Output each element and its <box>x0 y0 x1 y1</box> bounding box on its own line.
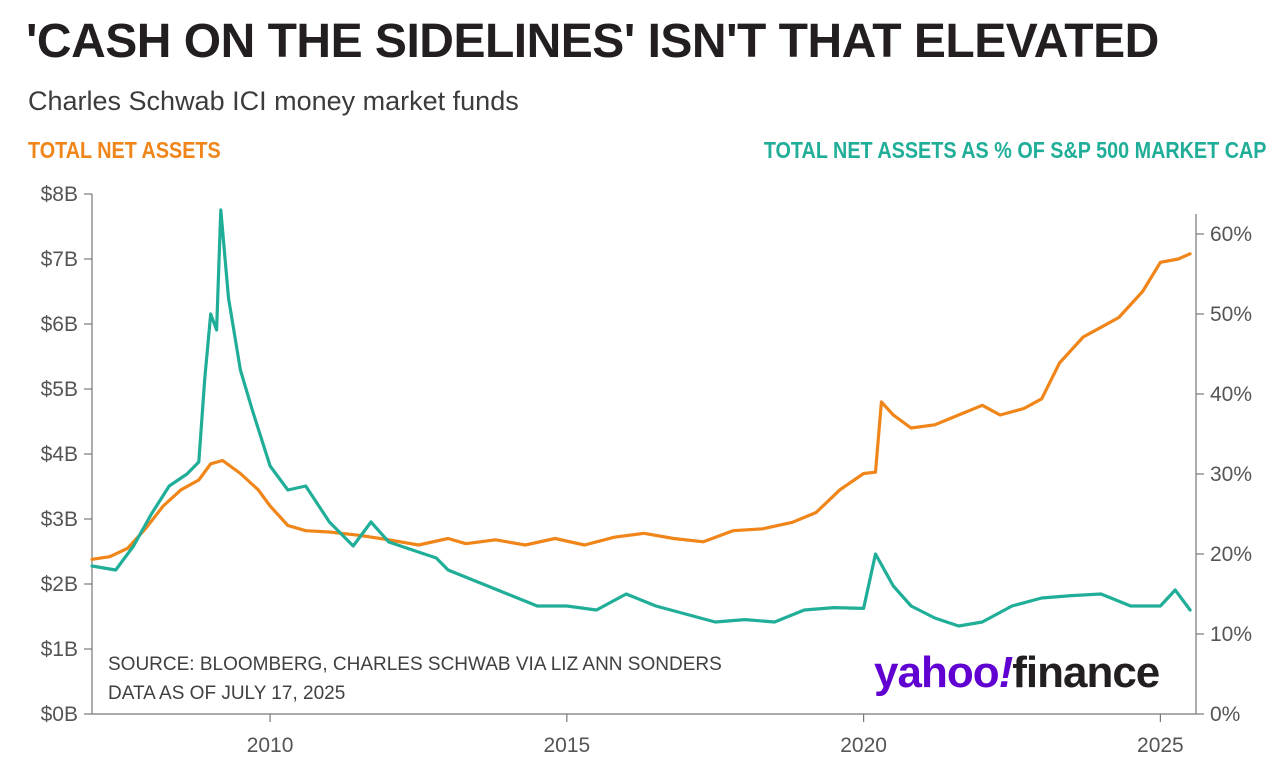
source-line-1: SOURCE: BLOOMBERG, CHARLES SCHWAB VIA LI… <box>108 654 722 675</box>
chart-title: 'CASH ON THE SIDELINES' ISN'T THAT ELEVA… <box>26 15 1159 68</box>
source-note: SOURCE: BLOOMBERG, CHARLES SCHWAB VIA LI… <box>108 650 722 708</box>
chart-subtitle: Charles Schwab ICI money market funds <box>28 86 519 116</box>
y-left-tick-label: $7B <box>41 248 78 271</box>
y-right-tick-label: 10% <box>1210 623 1252 646</box>
y-right-tick-label: 60% <box>1210 223 1252 246</box>
logo-finance: finance <box>1012 648 1160 697</box>
y-left-tick-label: $5B <box>41 378 78 401</box>
x-tick-label: 2015 <box>543 734 590 757</box>
logo-yahoo: yahoo <box>874 648 1000 697</box>
y-right-tick-label: 20% <box>1210 543 1252 566</box>
y-right-tick-label: 0% <box>1210 703 1240 726</box>
y-left-tick-label: $8B <box>41 183 78 206</box>
y-right-tick-label: 40% <box>1210 383 1252 406</box>
legend-pct-of-sp500: TOTAL NET ASSETS AS % OF S&P 500 MARKET … <box>763 137 1266 163</box>
y-left-tick-label: $6B <box>41 313 78 336</box>
y-left-tick-label: $4B <box>41 443 78 466</box>
chart-axes <box>91 194 1197 715</box>
yahoo-finance-logo: yahoo!finance <box>874 648 1160 698</box>
source-line-2: DATA AS OF JULY 17, 2025 <box>108 683 346 704</box>
x-tick-label: 2020 <box>840 734 887 757</box>
chart-ticks: $0B $1B $2B $3B $4B $5B $6B $7B $8B 0% 10% 20% 30% 40… <box>41 183 1252 757</box>
y-left-tick-label: $3B <box>41 508 78 531</box>
chart-series <box>90 208 1192 628</box>
x-tick-label: 2025 <box>1137 734 1184 757</box>
x-tick-label: 2010 <box>247 734 294 757</box>
series-line-total-net-assets <box>90 252 1192 561</box>
series-line-pct-sp500 <box>90 208 1192 628</box>
y-right-tick-label: 30% <box>1210 463 1252 486</box>
y-left-tick-label: $0B <box>41 703 78 726</box>
y-left-tick-label: $1B <box>41 638 78 661</box>
y-left-tick-label: $2B <box>41 573 78 596</box>
y-right-tick-label: 50% <box>1210 303 1252 326</box>
logo-bang: ! <box>998 648 1014 697</box>
legend-total-net-assets: TOTAL NET ASSETS <box>28 137 221 163</box>
